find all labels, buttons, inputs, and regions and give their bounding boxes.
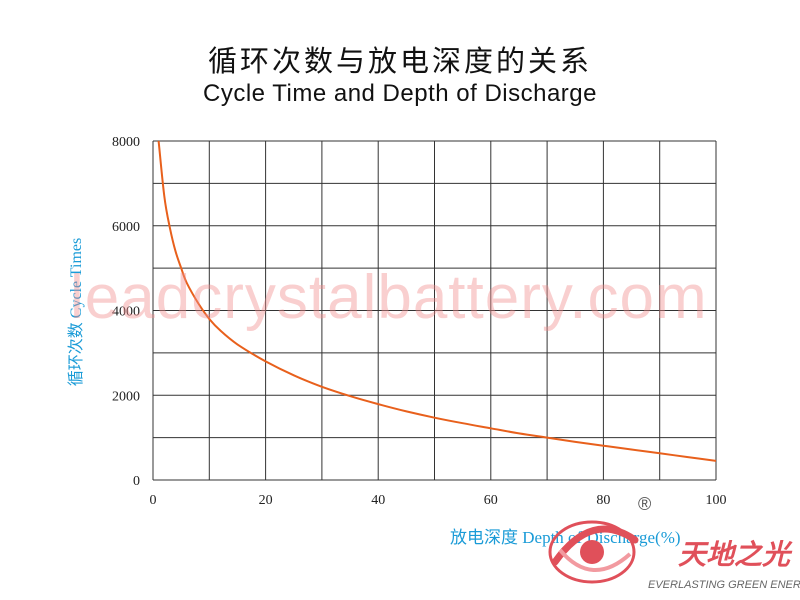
x-tick-label: 40	[371, 493, 385, 508]
x-tick-label: 60	[484, 493, 498, 508]
series-line	[157, 140, 717, 462]
registered-mark: ®	[638, 494, 651, 514]
y-tick-label: 8000	[112, 135, 140, 150]
logo-name-en: EVERLASTING GREEN ENERGY	[648, 579, 800, 591]
y-tick-label: 6000	[112, 220, 140, 235]
logo-emblem	[548, 520, 639, 584]
watermark: leadcrystalbattery.com	[70, 263, 708, 332]
brand-logo: ® 天地之光 EVERLASTING GREEN ENERGY	[548, 494, 800, 591]
x-tick-label: 100	[706, 493, 727, 508]
x-tick-label: 80	[596, 493, 610, 508]
tick-labels: 0 20 40 60 80 100 0 2000 4000 6000 8000	[112, 135, 727, 508]
logo-name-cn: 天地之光	[678, 538, 793, 571]
y-tick-label: 2000	[112, 389, 140, 404]
x-tick-label: 20	[259, 493, 273, 508]
y-tick-label: 4000	[112, 305, 140, 320]
chart-title: 循环次数与放电深度的关系	[207, 44, 592, 78]
grid-lines	[152, 140, 717, 481]
y-tick-label: 0	[133, 474, 140, 489]
chart-subtitle: Cycle Time and Depth of Discharge	[202, 80, 597, 107]
x-tick-label: 0	[150, 493, 157, 508]
